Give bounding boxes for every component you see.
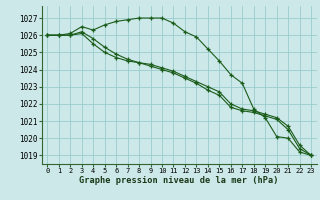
- X-axis label: Graphe pression niveau de la mer (hPa): Graphe pression niveau de la mer (hPa): [79, 176, 279, 185]
